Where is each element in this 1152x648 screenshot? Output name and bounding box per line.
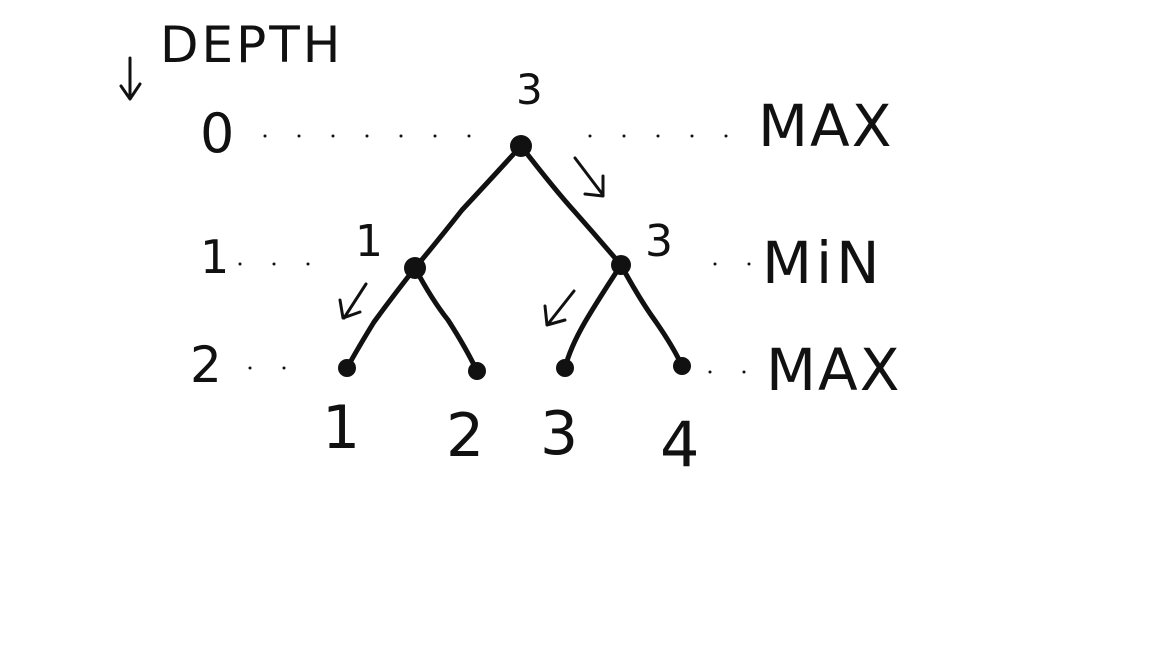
edge-root-right bbox=[521, 146, 621, 265]
leaf-value-4: 4 bbox=[660, 408, 699, 481]
depth-label-0: 0 bbox=[200, 102, 234, 165]
node-leaf-4 bbox=[673, 357, 691, 375]
role-label-2: MAX bbox=[766, 336, 901, 404]
depth-label-1: 1 bbox=[200, 230, 229, 284]
edge-left-leaf1 bbox=[347, 268, 415, 368]
leaf-value-1: 1 bbox=[322, 393, 360, 463]
depth-label-2: 2 bbox=[190, 336, 222, 394]
left-min-value: 1 bbox=[355, 216, 383, 267]
node-leaf-2 bbox=[468, 362, 486, 380]
node-root bbox=[510, 135, 532, 157]
leaf-value-3: 3 bbox=[540, 399, 578, 469]
node-leaf-1 bbox=[338, 359, 356, 377]
depth-arrow-icon bbox=[121, 58, 140, 99]
depth-title: DEPTH bbox=[160, 16, 343, 74]
right-min-value: 3 bbox=[645, 216, 673, 267]
root-value: 3 bbox=[516, 65, 543, 114]
leaf-value-2: 2 bbox=[446, 401, 484, 471]
arrow-down-left-icon bbox=[545, 291, 574, 325]
edge-left-leaf2 bbox=[415, 268, 477, 371]
role-label-1: MiN bbox=[762, 229, 884, 297]
node-depth1-left bbox=[404, 257, 426, 279]
arrow-down-right-icon bbox=[575, 158, 603, 196]
edge-root-left bbox=[415, 146, 521, 268]
edge-right-leaf3 bbox=[565, 265, 621, 368]
node-leaf-3 bbox=[556, 359, 574, 377]
node-depth1-right bbox=[611, 255, 631, 275]
edge-right-leaf4 bbox=[621, 265, 682, 366]
role-label-0: MAX bbox=[758, 92, 893, 160]
arrow-down-left-icon bbox=[340, 284, 366, 318]
tree-edges bbox=[347, 146, 682, 371]
